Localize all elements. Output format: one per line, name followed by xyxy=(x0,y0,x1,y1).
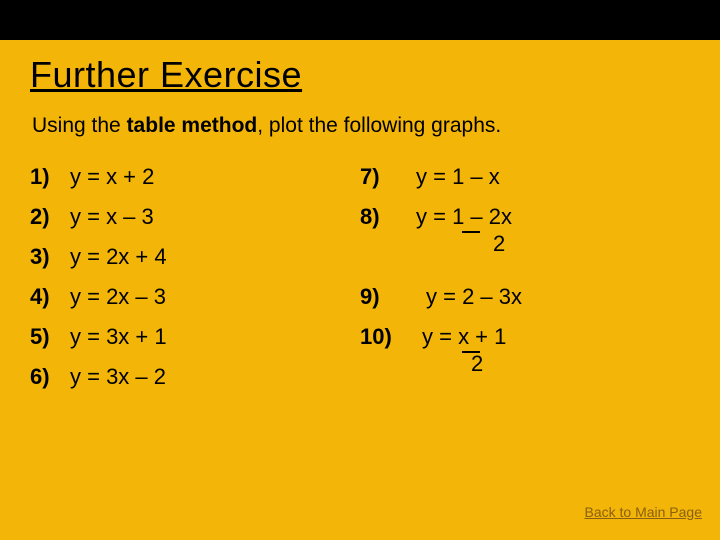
left-eq-2: y = x – 3 xyxy=(70,204,360,230)
row-6: 6) y = 3x – 2 xyxy=(30,364,690,390)
fraction-bar-8 xyxy=(462,231,480,233)
right-num-10: 10) xyxy=(360,324,416,350)
right-eq-10: y = x + 1 2 xyxy=(416,324,506,350)
page-title: Further Exercise xyxy=(30,54,690,96)
right-num-7: 7) xyxy=(360,164,416,190)
right-eq-7: y = 1 – x xyxy=(416,164,500,190)
instruction-pre: Using the xyxy=(32,114,127,137)
left-eq-5: y = 3x + 1 xyxy=(70,324,360,350)
content-area: Further Exercise Using the table method,… xyxy=(0,40,720,540)
row-3: 3) y = 2x + 4 xyxy=(30,244,690,270)
row-4: 4) y = 2x – 3 9) y = 2 – 3x xyxy=(30,284,690,310)
left-eq-4: y = 2x – 3 xyxy=(70,284,360,310)
left-eq-1: y = x + 2 xyxy=(70,164,360,190)
right-eq-10-text: y = x + 1 xyxy=(422,324,506,349)
left-num-3: 3) xyxy=(30,244,70,270)
left-num-2: 2) xyxy=(30,204,70,230)
back-to-main-link[interactable]: Back to Main Page xyxy=(584,504,702,520)
right-num-8: 8) xyxy=(360,204,416,230)
instruction-post: , plot the following graphs. xyxy=(257,114,501,137)
left-num-6: 6) xyxy=(30,364,70,390)
left-eq-3: y = 2x + 4 xyxy=(70,244,360,270)
right-num-9: 9) xyxy=(360,284,416,310)
denominator-10: 2 xyxy=(471,351,483,377)
row-1: 1) y = x + 2 7) y = 1 – x xyxy=(30,164,690,190)
slide: Further Exercise Using the table method,… xyxy=(0,0,720,540)
left-num-4: 4) xyxy=(30,284,70,310)
right-eq-8-text: y = 1 – 2x xyxy=(416,204,512,229)
left-eq-6: y = 3x – 2 xyxy=(70,364,360,390)
instruction-bold: table method xyxy=(127,114,258,137)
instruction-text: Using the table method, plot the followi… xyxy=(32,114,690,138)
row-2: 2) y = x – 3 8) y = 1 – 2x 2 xyxy=(30,204,690,230)
row-5: 5) y = 3x + 1 10) y = x + 1 2 xyxy=(30,324,690,350)
denominator-8: 2 xyxy=(493,231,505,257)
left-num-5: 5) xyxy=(30,324,70,350)
top-bar xyxy=(0,0,720,40)
right-eq-9: y = 2 – 3x xyxy=(416,284,522,310)
right-eq-8: y = 1 – 2x 2 xyxy=(416,204,512,230)
exercise-grid: 1) y = x + 2 7) y = 1 – x 2) y = x – 3 8… xyxy=(30,164,690,390)
left-num-1: 1) xyxy=(30,164,70,190)
